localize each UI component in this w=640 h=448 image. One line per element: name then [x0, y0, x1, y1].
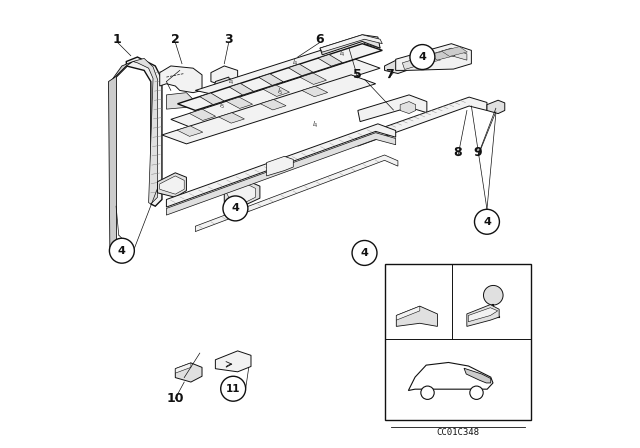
Polygon shape [213, 90, 237, 99]
Bar [385, 264, 531, 420]
Text: 4: 4 [118, 246, 126, 256]
Polygon shape [219, 113, 244, 123]
Text: 11: 11 [226, 384, 241, 394]
Polygon shape [260, 99, 286, 110]
Text: $\it{l_4}$: $\it{l_4}$ [292, 58, 299, 68]
Text: 9: 9 [474, 146, 483, 159]
Polygon shape [177, 126, 203, 136]
Text: CC01C348: CC01C348 [436, 428, 479, 437]
Text: 1: 1 [113, 33, 122, 46]
Polygon shape [289, 64, 313, 76]
Polygon shape [356, 97, 487, 146]
Polygon shape [224, 181, 260, 204]
Polygon shape [166, 93, 193, 109]
Polygon shape [211, 66, 237, 86]
Text: 4: 4 [476, 273, 484, 283]
Polygon shape [302, 86, 328, 97]
Text: $\it{l_5}$: $\it{l_5}$ [276, 87, 284, 97]
Text: 10: 10 [166, 392, 184, 405]
Polygon shape [160, 66, 202, 93]
Text: 2: 2 [171, 33, 180, 46]
Text: 6: 6 [316, 33, 324, 46]
Polygon shape [385, 59, 407, 73]
Text: 8: 8 [454, 146, 462, 159]
Polygon shape [177, 44, 382, 111]
Polygon shape [467, 305, 499, 327]
Polygon shape [487, 100, 505, 114]
Polygon shape [175, 363, 202, 382]
Polygon shape [213, 77, 231, 100]
Polygon shape [259, 74, 284, 86]
Polygon shape [468, 308, 498, 322]
Circle shape [483, 285, 503, 305]
Polygon shape [362, 37, 380, 48]
Polygon shape [166, 124, 396, 207]
Text: 4: 4 [360, 248, 369, 258]
Polygon shape [227, 97, 253, 108]
Polygon shape [157, 173, 186, 197]
Polygon shape [109, 66, 127, 251]
Polygon shape [400, 102, 416, 114]
Polygon shape [166, 133, 396, 215]
Polygon shape [227, 184, 255, 202]
Polygon shape [318, 55, 342, 66]
Polygon shape [429, 50, 455, 60]
Polygon shape [442, 47, 467, 56]
Polygon shape [403, 48, 467, 69]
Polygon shape [267, 156, 293, 176]
Text: 3: 3 [225, 33, 233, 46]
Text: 4: 4 [419, 52, 426, 62]
Polygon shape [396, 44, 472, 70]
Text: 11: 11 [499, 273, 515, 283]
Text: 10: 10 [413, 273, 429, 283]
Polygon shape [415, 55, 440, 65]
Polygon shape [408, 362, 493, 391]
Polygon shape [195, 155, 398, 232]
Text: $\it{l_4}$: $\it{l_4}$ [312, 120, 319, 130]
Circle shape [421, 386, 434, 400]
Polygon shape [229, 83, 253, 95]
Circle shape [352, 241, 377, 265]
Polygon shape [200, 93, 224, 104]
Polygon shape [320, 35, 380, 55]
Polygon shape [216, 351, 251, 372]
Polygon shape [263, 85, 289, 96]
Polygon shape [126, 57, 162, 206]
Polygon shape [189, 109, 216, 121]
Polygon shape [162, 75, 376, 144]
Circle shape [474, 209, 499, 234]
Text: 4: 4 [483, 217, 491, 227]
Polygon shape [320, 35, 382, 52]
Polygon shape [396, 306, 420, 320]
Circle shape [223, 196, 248, 221]
Text: 5: 5 [353, 69, 362, 82]
Polygon shape [358, 95, 427, 121]
Circle shape [410, 44, 435, 69]
Polygon shape [464, 368, 491, 383]
Polygon shape [160, 176, 184, 194]
Circle shape [109, 238, 134, 263]
Text: 7: 7 [385, 69, 394, 82]
Polygon shape [175, 363, 191, 373]
Polygon shape [133, 58, 157, 204]
Polygon shape [171, 59, 380, 128]
Text: $\it{l_4}$: $\it{l_4}$ [228, 77, 234, 87]
Polygon shape [396, 306, 438, 327]
Polygon shape [213, 93, 228, 109]
Polygon shape [111, 61, 133, 82]
Text: $\it{l_4}$: $\it{l_4}$ [339, 49, 346, 59]
Circle shape [221, 376, 246, 401]
Text: $\it{l_5}$: $\it{l_5}$ [219, 101, 225, 112]
Polygon shape [300, 73, 326, 84]
Polygon shape [195, 37, 378, 95]
Text: 4: 4 [232, 203, 239, 213]
Circle shape [470, 386, 483, 400]
